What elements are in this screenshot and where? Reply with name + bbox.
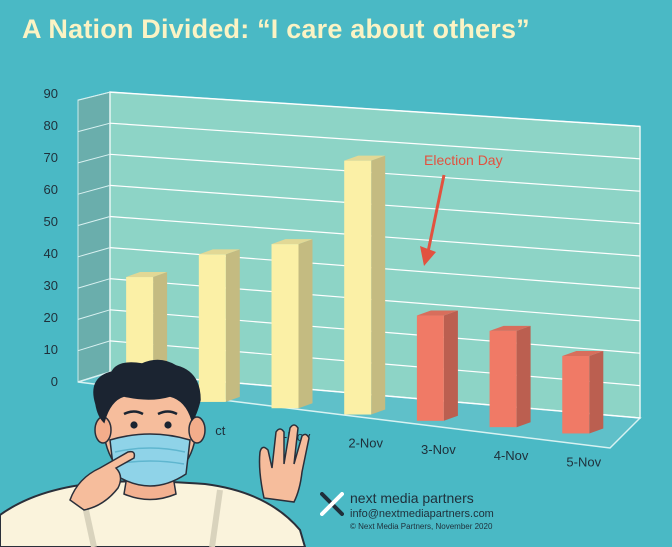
side-gridline (77, 371, 111, 383)
annotation-arrowhead (420, 246, 436, 266)
side-gridline (77, 122, 111, 133)
bar-front (344, 160, 372, 415)
bar (271, 239, 313, 409)
bar-front (562, 356, 590, 434)
side-gridline (77, 340, 111, 352)
annotation: Election Day (420, 152, 503, 266)
bar-top (344, 155, 386, 161)
bar (562, 351, 604, 434)
bar-top (126, 272, 168, 277)
annotation-arrow-shaft (426, 174, 446, 253)
side-gridline (77, 153, 111, 164)
bar (416, 310, 458, 421)
bar (344, 155, 386, 415)
bar-side (589, 351, 604, 434)
y-tick-label: 40 (44, 246, 58, 261)
bar-side (371, 155, 386, 415)
brand-email: info@nextmediapartners.com (350, 508, 494, 520)
y-tick-label: 10 (44, 342, 58, 357)
x-logo-icon (320, 492, 344, 516)
side-gridline (77, 247, 111, 258)
side-gridline (77, 216, 111, 226)
bar-side (298, 239, 313, 409)
x-tick-label: 2-Nov (348, 436, 383, 451)
y-tick-label: 60 (44, 182, 58, 197)
person-eye-left (130, 421, 138, 429)
chart-title: A Nation Divided: “I care about others” (22, 14, 530, 44)
bar-side (443, 310, 458, 421)
bar-side (516, 325, 531, 428)
bars (126, 155, 604, 434)
face-mask-pleat-1 (114, 447, 186, 453)
bar-top (271, 239, 313, 245)
bar-front (271, 244, 299, 409)
x-tick-label: 5-Nov (566, 454, 601, 469)
bar-front (416, 315, 444, 421)
gridline (109, 91, 641, 127)
brand-copyright: © Next Media Partners, November 2020 (350, 522, 493, 531)
y-tick-label: 80 (44, 118, 58, 133)
bar-front (198, 254, 226, 402)
x-tick-label: 4-Nov (494, 448, 529, 463)
x-tick-label: ct (215, 423, 226, 438)
side-gridline (77, 309, 111, 320)
side-gridline (77, 184, 111, 195)
person-brow-right (157, 410, 178, 416)
branding-block: next media partners info@nextmediapartne… (320, 488, 560, 538)
y-tick-label: 0 (51, 374, 58, 389)
waving-hand (258, 424, 310, 503)
bar-side (225, 249, 240, 402)
person-eye-right (164, 421, 172, 429)
y-tick-label: 90 (44, 86, 58, 101)
side-wall (77, 91, 111, 383)
y-axis-ticks: 0 10 20 30 40 50 60 70 80 90 (44, 86, 58, 389)
face-mask (109, 433, 191, 487)
person-brow-left (123, 410, 144, 416)
x-tick-label: 3-Nov (421, 442, 456, 457)
y-tick-label: 20 (44, 310, 58, 325)
y-tick-label: 30 (44, 278, 58, 293)
person-hair (93, 359, 201, 424)
bar-front (489, 330, 517, 428)
person-ear-right (188, 416, 206, 444)
bar-top (198, 249, 240, 255)
bar (198, 249, 240, 402)
brand-name: next media partners (350, 490, 474, 506)
gridline (109, 122, 641, 160)
masked-person-illustration (0, 359, 310, 547)
bar-top (562, 351, 604, 356)
pointing-hand (69, 450, 136, 511)
bar (489, 325, 531, 428)
bar-top (416, 310, 458, 316)
election-day-label: Election Day (424, 152, 503, 168)
shirt-strap-right (209, 489, 223, 547)
side-gridline (77, 278, 111, 289)
bar-top (489, 325, 531, 331)
side-gridline (77, 91, 111, 101)
y-tick-label: 50 (44, 214, 58, 229)
y-tick-label: 70 (44, 150, 58, 165)
